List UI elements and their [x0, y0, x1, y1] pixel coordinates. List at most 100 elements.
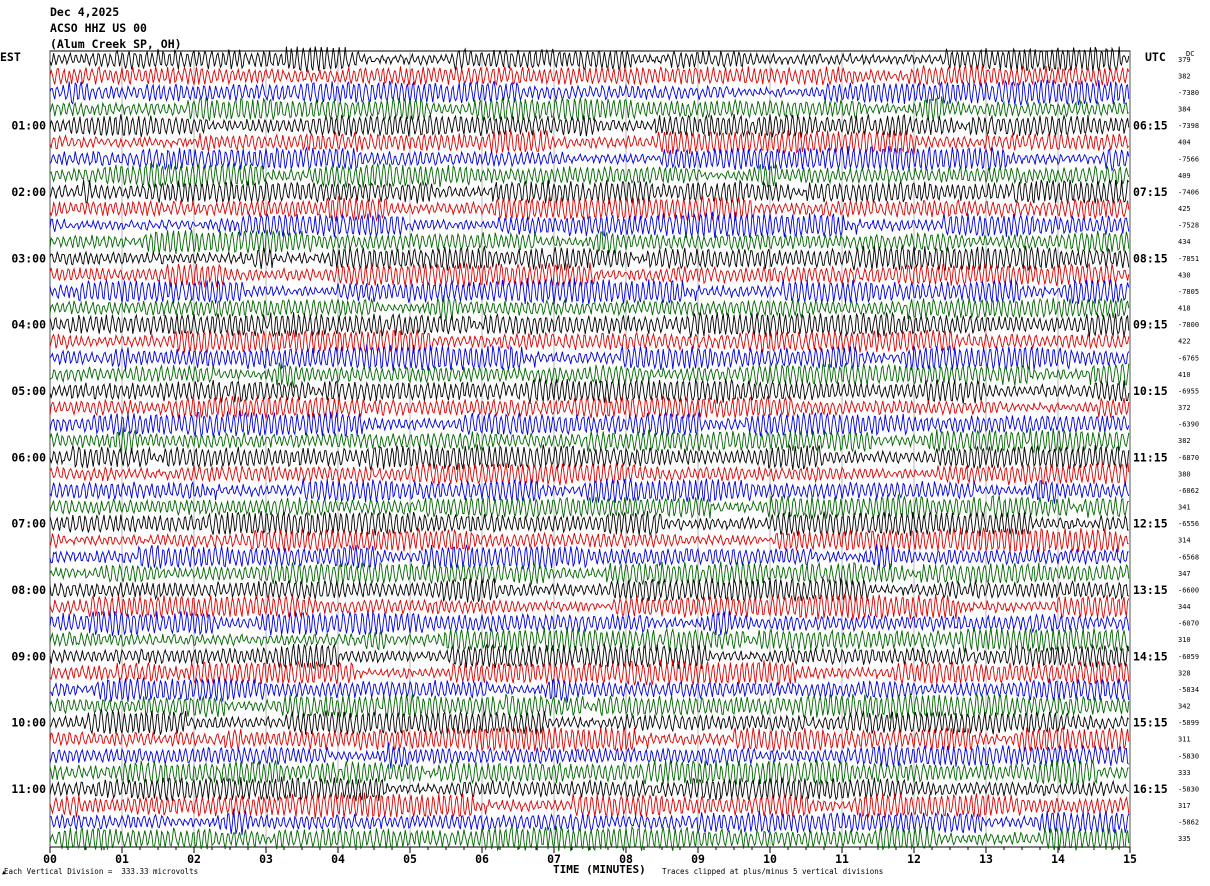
dc-offset-label: 311 [1178, 736, 1191, 744]
dc-offset-label: 347 [1178, 570, 1191, 578]
dc-offset-label: -7406 [1178, 188, 1199, 196]
left-hour-label: 10:00 [11, 716, 46, 730]
left-hour-label: 03:00 [11, 251, 46, 265]
x-tick-label: 05 [403, 852, 417, 866]
trace-line [49, 410, 1130, 439]
x-tick-label: 00 [43, 852, 57, 866]
trace-line [49, 328, 1130, 355]
trace-line [49, 129, 1130, 155]
dc-offset-label: 341 [1178, 504, 1191, 512]
trace-line [49, 277, 1130, 305]
dc-offset-label: 418 [1178, 305, 1191, 313]
dc-offset-label: -5834 [1178, 686, 1199, 694]
trace-line [49, 229, 1130, 256]
trace-layer [49, 46, 1130, 852]
left-hour-label: 07:00 [11, 517, 46, 531]
trace-line [49, 211, 1130, 239]
dc-offset-label: 404 [1178, 139, 1191, 147]
dc-offset-label: 430 [1178, 271, 1191, 279]
dc-offset-label: 425 [1178, 205, 1191, 213]
dc-offset-label: -5830 [1178, 785, 1199, 793]
dc-offset-label: -7398 [1178, 122, 1199, 130]
right-hour-label: 12:15 [1133, 517, 1168, 531]
trace-line [49, 610, 1130, 637]
dc-offset-label: 382 [1178, 72, 1191, 80]
x-tick-label: 06 [475, 852, 489, 866]
trace-line [49, 792, 1130, 819]
left-hour-label: 01:00 [11, 119, 46, 133]
right-hour-label: 07:15 [1133, 185, 1168, 199]
dc-offset-label: -7380 [1178, 89, 1199, 97]
dc-offset-label: 410 [1178, 371, 1191, 379]
x-tick-label: 13 [979, 852, 993, 866]
trace-line [49, 427, 1130, 454]
right-hour-label: 08:15 [1133, 251, 1168, 265]
dc-offset-label: -6070 [1178, 620, 1199, 628]
dc-offset-label: 328 [1178, 669, 1191, 677]
dc-offset-label: 380 [1178, 470, 1191, 478]
dc-offset-label: -6870 [1178, 454, 1199, 462]
dc-offset-label: -6556 [1178, 520, 1199, 528]
trace-line [49, 478, 1130, 504]
trace-line [49, 295, 1130, 322]
trace-line [49, 195, 1130, 222]
right-hour-label: 13:15 [1133, 583, 1168, 597]
dc-offset-label: 314 [1178, 537, 1191, 545]
scale-note: Each Vertical Division = 333.33 microvol… [4, 867, 199, 876]
x-tick-label: 15 [1123, 852, 1137, 866]
trace-line [49, 79, 1130, 106]
dc-offset-label: -7851 [1178, 255, 1199, 263]
dc-offset-label: 372 [1178, 404, 1191, 412]
trace-line [49, 527, 1129, 553]
left-hour-label: 05:00 [11, 384, 46, 398]
dc-offset-label: 409 [1178, 172, 1191, 180]
trace-line [49, 145, 1130, 172]
right-hour-label: 14:15 [1133, 649, 1168, 663]
x-axis-label: TIME (MINUTES) [553, 863, 646, 876]
left-hour-label: 09:00 [11, 649, 46, 663]
trace-line [49, 96, 1130, 122]
dc-offset-label: 333 [1178, 769, 1191, 777]
dc-offset-label: 342 [1178, 703, 1191, 711]
x-tick-label: 03 [259, 852, 273, 866]
left-hour-label: 11:00 [11, 782, 46, 796]
dc-header-label: DC [1186, 50, 1195, 58]
dc-offset-label: 317 [1178, 802, 1191, 810]
left-hour-label: 08:00 [11, 583, 46, 597]
trace-line [49, 708, 1130, 736]
trace-line [49, 378, 1130, 405]
date-label: Dec 4,2025 [50, 5, 120, 19]
trace-line [49, 759, 1129, 787]
x-tick-label: 14 [1051, 852, 1065, 866]
trace-line [49, 311, 1130, 338]
trace-line [49, 443, 1130, 471]
right-hour-label: 15:15 [1133, 716, 1168, 730]
plot-header: Dec 4,2025 ACSO HHZ US 00 (Alum Creek SP… [50, 4, 182, 52]
trace-line [49, 179, 1130, 205]
x-tick-label: 09 [691, 852, 705, 866]
left-timezone-label: EST [0, 50, 21, 64]
x-tick-label: 12 [907, 852, 921, 866]
x-tick-label: 01 [115, 852, 129, 866]
left-hour-label: 02:00 [11, 185, 46, 199]
trace-line [49, 677, 1130, 703]
right-timezone-label: UTC [1145, 50, 1166, 64]
dc-offset-label: 335 [1178, 835, 1191, 843]
corner-mark-icon: ▲ [2, 869, 6, 876]
dc-offset-label: -7800 [1178, 321, 1199, 329]
x-tick-label: 08 [619, 852, 633, 866]
dc-offset-label: -5899 [1178, 719, 1199, 727]
dc-offset-label: -6059 [1178, 653, 1199, 661]
trace-line [49, 64, 1130, 88]
trace-line [49, 561, 1130, 586]
right-hour-label: 06:15 [1133, 119, 1168, 133]
dc-offset-label: -5830 [1178, 752, 1199, 760]
x-tick-label: 02 [187, 852, 201, 866]
trace-line [49, 808, 1130, 836]
dc-offset-label: -6955 [1178, 387, 1199, 395]
dc-offset-label: -7805 [1178, 288, 1199, 296]
dc-offset-label: -6390 [1178, 421, 1199, 429]
trace-line [49, 494, 1130, 519]
dc-offset-label: -6600 [1178, 586, 1199, 594]
